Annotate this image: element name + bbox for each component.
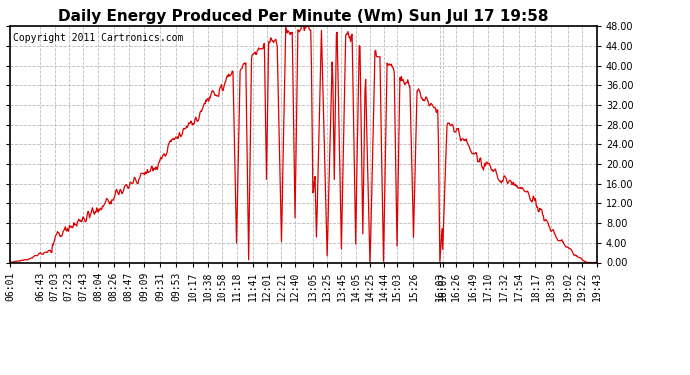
Title: Daily Energy Produced Per Minute (Wm) Sun Jul 17 19:58: Daily Energy Produced Per Minute (Wm) Su… xyxy=(59,9,549,24)
Text: Copyright 2011 Cartronics.com: Copyright 2011 Cartronics.com xyxy=(13,33,184,44)
